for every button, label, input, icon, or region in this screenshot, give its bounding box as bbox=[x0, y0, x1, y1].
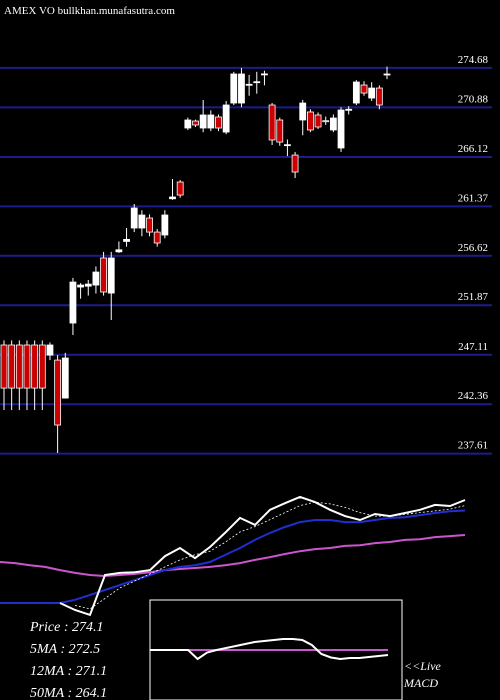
candle-body bbox=[138, 214, 146, 229]
candle-body bbox=[284, 144, 291, 147]
candle-body bbox=[268, 104, 276, 141]
candle-body bbox=[322, 120, 330, 123]
candle-body bbox=[345, 108, 353, 111]
candle-body bbox=[176, 181, 184, 196]
candle-body bbox=[23, 344, 31, 389]
candle-body bbox=[31, 344, 39, 389]
candle-body bbox=[276, 119, 284, 143]
legend-entry: 12MA : 271.1 bbox=[30, 664, 107, 679]
candle-body bbox=[192, 120, 199, 126]
candle-body bbox=[207, 114, 215, 129]
legend-entry: 50MA : 264.1 bbox=[30, 686, 107, 700]
candle-body bbox=[146, 217, 153, 233]
chart-title: AMEX VO bullkhan.munafasutra.com bbox=[4, 5, 175, 17]
candle-body bbox=[84, 283, 92, 287]
candle-body bbox=[215, 116, 222, 129]
y-tick-label: 270.88 bbox=[458, 93, 489, 105]
candle-body bbox=[368, 87, 376, 99]
candle-body bbox=[115, 249, 123, 253]
legend-entry: Price : 274.1 bbox=[29, 620, 103, 635]
candle-body bbox=[46, 344, 54, 356]
candle-body bbox=[199, 114, 207, 129]
y-tick-label: 247.11 bbox=[458, 341, 488, 353]
candle-body bbox=[238, 73, 245, 104]
candle-body bbox=[222, 104, 230, 133]
macd-label: MACD bbox=[403, 676, 438, 690]
candle-body bbox=[77, 284, 84, 288]
candle-body bbox=[8, 344, 16, 389]
candle-body bbox=[383, 73, 391, 76]
candle-body bbox=[261, 73, 268, 76]
macd-label: <<Live bbox=[404, 659, 442, 673]
candle-body bbox=[38, 344, 46, 389]
candle-body bbox=[107, 257, 115, 294]
y-tick-label: 261.37 bbox=[458, 192, 489, 204]
candle-body bbox=[69, 281, 77, 324]
candle-body bbox=[61, 357, 69, 399]
y-tick-label: 266.12 bbox=[458, 143, 488, 155]
macd-line bbox=[150, 638, 389, 661]
candle-body bbox=[100, 257, 107, 293]
legend-entry: 5MA : 272.5 bbox=[30, 642, 100, 657]
candle-body bbox=[314, 114, 322, 128]
candle-body bbox=[253, 81, 261, 84]
line-50ma bbox=[0, 534, 466, 578]
y-tick-label: 242.36 bbox=[458, 390, 489, 402]
candle-body bbox=[329, 117, 337, 131]
candle-body bbox=[169, 196, 176, 200]
y-tick-label: 251.87 bbox=[458, 291, 489, 303]
candle-body bbox=[92, 271, 100, 286]
candle-body bbox=[230, 73, 238, 104]
candle-body bbox=[0, 344, 8, 389]
candle-body bbox=[360, 84, 368, 94]
candle-body bbox=[54, 359, 62, 426]
candle-body bbox=[161, 214, 169, 236]
candle-body bbox=[352, 81, 360, 104]
candle-body bbox=[306, 111, 314, 131]
y-tick-label: 274.68 bbox=[458, 54, 489, 66]
candle-body bbox=[153, 231, 161, 244]
candle-body bbox=[15, 344, 23, 389]
candle-body bbox=[291, 154, 299, 173]
candle-body bbox=[130, 207, 138, 229]
candle-body bbox=[299, 102, 307, 121]
candle-body bbox=[375, 87, 383, 106]
y-tick-label: 256.62 bbox=[458, 242, 488, 254]
candle-body bbox=[245, 83, 253, 86]
candle-body bbox=[337, 109, 345, 149]
candle-body bbox=[184, 119, 192, 129]
candle-body bbox=[123, 238, 130, 242]
line-12ma bbox=[0, 509, 466, 604]
y-tick-label: 237.61 bbox=[458, 440, 488, 452]
line-price bbox=[59, 495, 466, 617]
